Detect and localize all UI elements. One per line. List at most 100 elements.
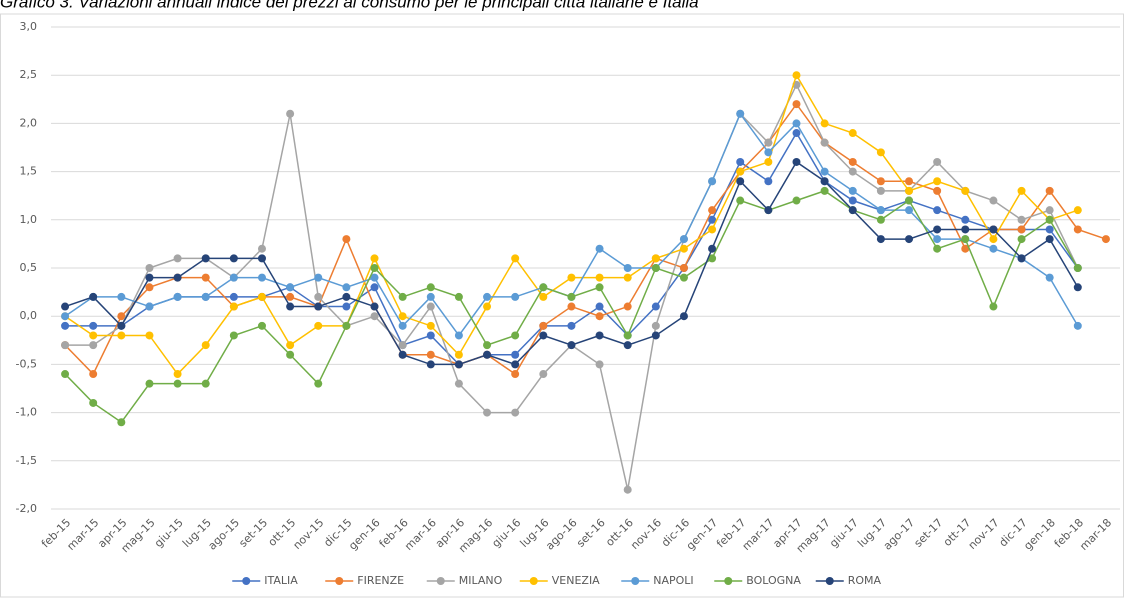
data-point (89, 331, 98, 340)
data-point (820, 119, 829, 128)
data-point (398, 341, 407, 350)
data-point (764, 177, 773, 186)
data-point (595, 360, 604, 369)
data-point (651, 331, 660, 340)
data-point (511, 350, 520, 359)
data-point (257, 321, 266, 330)
data-point (961, 235, 970, 244)
data-point (933, 235, 942, 244)
y-tick-label: 1,5 (20, 165, 38, 178)
data-point (89, 398, 98, 407)
data-point (539, 331, 548, 340)
data-point (539, 283, 548, 292)
data-point (342, 235, 351, 244)
data-point (876, 186, 885, 195)
data-point (314, 379, 323, 388)
data-point (623, 331, 632, 340)
data-point (595, 273, 604, 282)
data-point (314, 292, 323, 301)
data-point (989, 244, 998, 253)
data-point (201, 341, 210, 350)
data-point (1073, 283, 1082, 292)
data-point (876, 206, 885, 215)
data-point (764, 206, 773, 215)
data-point (173, 273, 182, 282)
data-point (61, 321, 70, 330)
data-point (736, 109, 745, 118)
data-point (61, 341, 70, 350)
data-point (820, 138, 829, 147)
data-point (876, 148, 885, 157)
data-point (1073, 225, 1082, 234)
data-point (257, 244, 266, 253)
data-point (792, 100, 801, 109)
data-point (342, 292, 351, 301)
legend-label: BOLOGNA (746, 574, 801, 587)
data-point (342, 302, 351, 311)
data-point (679, 312, 688, 321)
data-point (651, 264, 660, 272)
data-point (820, 186, 829, 195)
data-point (483, 408, 492, 417)
y-tick-label: 1,0 (20, 213, 38, 226)
data-point (876, 235, 885, 244)
data-point (933, 186, 942, 195)
data-point (173, 292, 182, 301)
data-point (792, 157, 801, 166)
chart-title: Grafico 3. Variazioni annuali indice dei… (0, 0, 699, 11)
legend-marker (242, 577, 251, 585)
data-point (370, 264, 379, 272)
legend-marker (529, 577, 538, 585)
data-point (229, 302, 238, 311)
data-point (286, 341, 295, 350)
data-point (454, 331, 463, 340)
data-point (736, 177, 745, 186)
data-point (257, 273, 266, 282)
data-point (567, 321, 576, 330)
data-point (961, 215, 970, 224)
data-point (483, 302, 492, 311)
data-point (1101, 235, 1110, 244)
legend-label: ITALIA (264, 574, 298, 587)
data-point (426, 321, 435, 330)
data-point (567, 292, 576, 301)
data-point (61, 370, 70, 379)
data-point (961, 244, 970, 253)
data-point (145, 331, 154, 340)
data-point (89, 370, 98, 379)
data-point (933, 225, 942, 234)
data-point (1073, 264, 1082, 272)
data-point (342, 283, 351, 292)
data-point (201, 379, 210, 388)
data-point (370, 254, 379, 263)
data-point (511, 331, 520, 340)
data-point (511, 370, 520, 379)
data-point (229, 331, 238, 340)
data-point (539, 321, 548, 330)
y-tick-label: -2,0 (16, 502, 37, 515)
data-point (426, 360, 435, 369)
data-point (342, 321, 351, 330)
data-point (145, 283, 154, 292)
data-point (370, 283, 379, 292)
data-point (426, 350, 435, 359)
data-point (679, 235, 688, 244)
data-point (145, 379, 154, 388)
data-point (314, 321, 323, 330)
data-point (1073, 321, 1082, 330)
data-point (708, 206, 717, 215)
data-point (623, 485, 632, 494)
data-point (314, 273, 323, 282)
data-point (229, 292, 238, 301)
data-point (848, 167, 857, 176)
data-point (764, 148, 773, 157)
data-point (989, 196, 998, 205)
data-point (173, 254, 182, 263)
data-point (539, 292, 548, 301)
data-point (905, 177, 914, 186)
data-point (708, 244, 717, 253)
data-point (61, 302, 70, 311)
data-point (454, 379, 463, 388)
data-point (567, 273, 576, 282)
